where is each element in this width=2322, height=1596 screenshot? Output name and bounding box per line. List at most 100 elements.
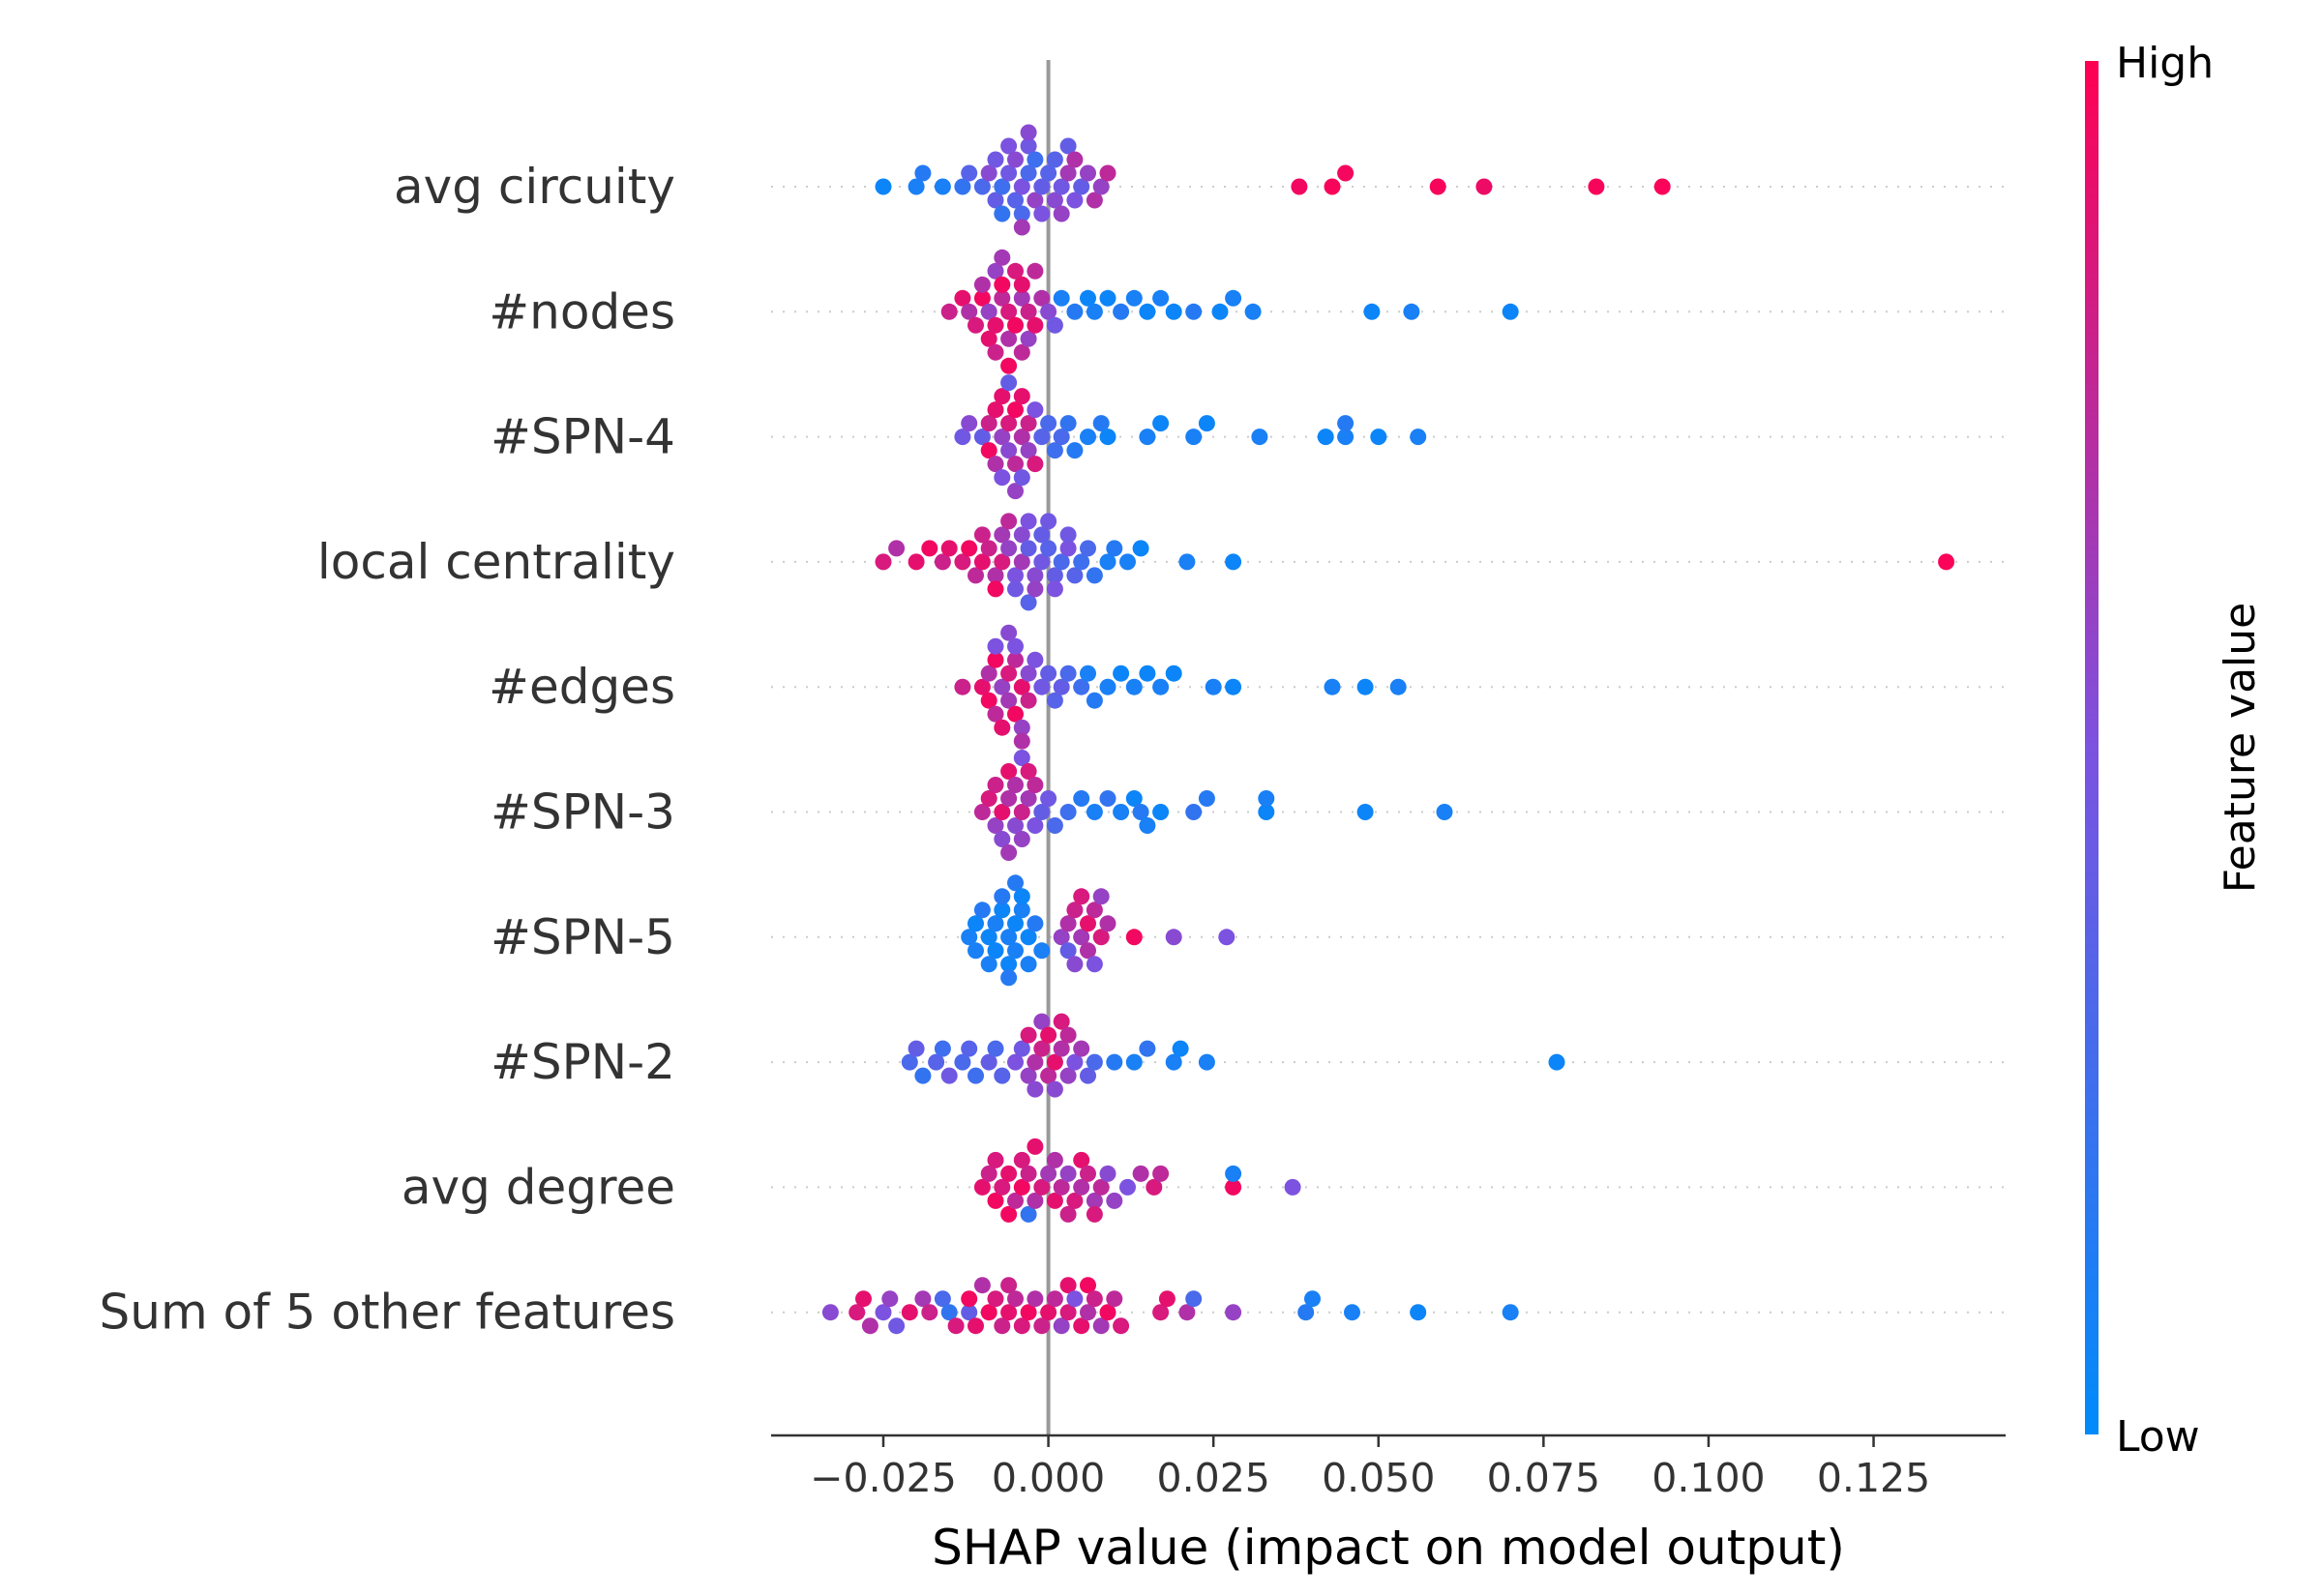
shap-point [1027, 1192, 1044, 1209]
shap-point [1007, 316, 1024, 334]
shap-point [1033, 678, 1051, 695]
shap-point [980, 665, 997, 682]
shap-point [1086, 1053, 1103, 1071]
shap-point [1013, 831, 1030, 847]
shap-point [1436, 804, 1453, 820]
shap-point [994, 831, 1011, 847]
shap-point [1013, 804, 1030, 820]
shap-point [1073, 178, 1090, 195]
shap-point [1027, 651, 1044, 668]
shap-point [901, 1053, 918, 1071]
shap-point [1046, 151, 1063, 168]
shap-point [1080, 665, 1096, 682]
shap-point [1099, 1304, 1116, 1321]
shap-point [954, 553, 971, 571]
shap-point [980, 1165, 997, 1182]
shap-point [980, 303, 997, 320]
shap-point [987, 401, 1004, 419]
feature-label: #SPN-2 [491, 1034, 675, 1090]
shap-point [1007, 915, 1024, 932]
shap-point [1020, 540, 1037, 557]
shap-point [1000, 164, 1018, 182]
shap-point [1938, 553, 1955, 571]
feature-label: #SPN-4 [491, 409, 675, 465]
shap-point [1092, 1178, 1110, 1196]
shap-point [1027, 817, 1044, 834]
shap-point [1185, 804, 1203, 820]
shap-point [987, 567, 1004, 584]
shap-point [1027, 262, 1044, 280]
shap-point [1027, 456, 1044, 473]
shap-point [968, 915, 984, 932]
shap-point [1000, 1304, 1018, 1321]
shap-point [1000, 956, 1018, 973]
shap-point [973, 1178, 991, 1196]
shap-point [908, 553, 925, 571]
shap-point [1000, 1277, 1018, 1294]
shap-point [987, 777, 1004, 793]
shap-point [1020, 1026, 1037, 1044]
shap-point [1119, 1178, 1136, 1196]
shap-point [1086, 1192, 1103, 1209]
row-guide-lines [771, 186, 2006, 1314]
shap-point [1099, 790, 1116, 807]
shap-point [1066, 956, 1084, 973]
shap-point [1040, 415, 1057, 432]
shap-point [961, 1040, 978, 1057]
shap-point [1225, 678, 1242, 695]
shap-point [994, 526, 1011, 544]
shap-point [987, 651, 1004, 668]
shap-point [914, 1290, 932, 1308]
shap-point [954, 289, 971, 307]
shap-point [1113, 804, 1130, 820]
shap-point [994, 1178, 1011, 1196]
shap-point [1066, 151, 1084, 168]
shap-point [1337, 415, 1354, 432]
shap-point [1059, 1205, 1077, 1223]
shap-point [1007, 580, 1024, 598]
shap-point [1000, 415, 1018, 432]
shap-point [980, 164, 997, 182]
shap-point [1007, 705, 1024, 723]
shap-point [994, 276, 1011, 293]
shap-point [940, 303, 958, 320]
shap-point [1244, 303, 1262, 320]
shap-point [1304, 1290, 1321, 1308]
shap-point [855, 1290, 872, 1308]
shap-point [908, 1040, 925, 1057]
shap-point [973, 678, 991, 695]
shap-point [1000, 357, 1018, 374]
shap-point [973, 901, 991, 919]
shap-point [987, 637, 1004, 655]
shap-point [1185, 429, 1203, 446]
shap-point [1059, 540, 1077, 557]
shap-point [821, 1304, 839, 1321]
shap-point [994, 1067, 1011, 1084]
shap-point [1053, 553, 1070, 571]
shap-point [994, 388, 1011, 405]
shap-point [1007, 151, 1024, 168]
shap-point [1046, 1192, 1063, 1209]
shap-point [1059, 526, 1077, 544]
shap-point [914, 164, 932, 182]
shap-point [1324, 678, 1341, 695]
shap-point [1046, 1151, 1063, 1168]
shap-point [1099, 915, 1116, 932]
shap-point [980, 415, 997, 432]
shap-point [1363, 303, 1381, 320]
shap-point [1020, 790, 1037, 807]
shap-point [1007, 651, 1024, 668]
shap-point [1020, 415, 1037, 432]
shap-point [973, 178, 991, 195]
shap-point [1059, 665, 1077, 682]
feature-labels: avg circuity #nodes #SPN-4 local centrality… [100, 159, 675, 1341]
shap-point [987, 942, 1004, 960]
shap-point [1007, 817, 1024, 834]
shap-point [968, 316, 984, 334]
shap-point [973, 429, 991, 446]
shap-point [1020, 513, 1037, 530]
shap-point [1020, 1205, 1037, 1223]
shap-point [1059, 1026, 1077, 1044]
shap-point [954, 678, 971, 695]
shap-point [1027, 777, 1044, 793]
